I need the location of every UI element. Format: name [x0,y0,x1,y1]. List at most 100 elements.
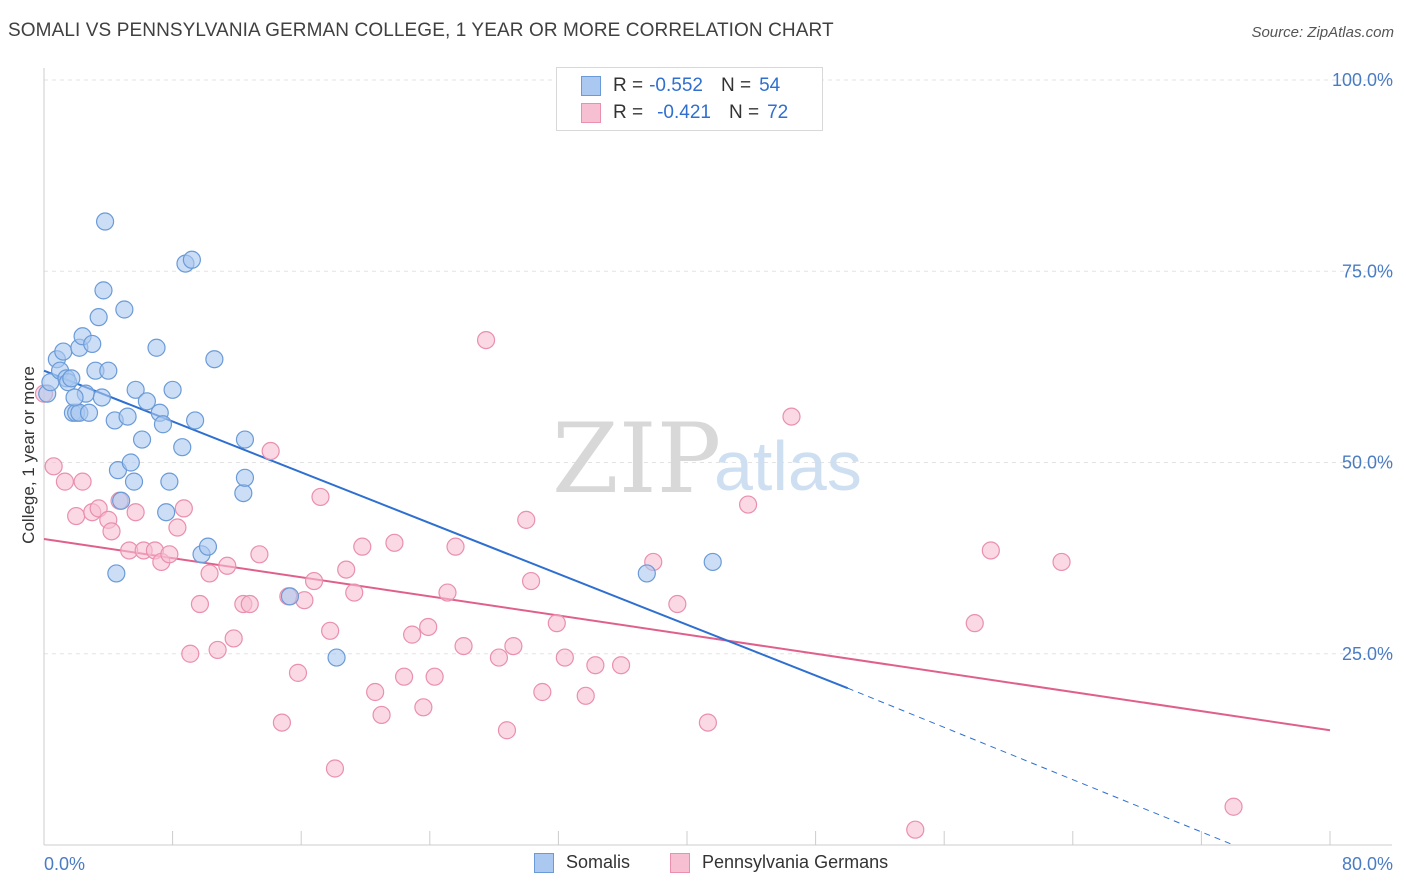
pa-swatch [581,103,601,123]
pa-german-point [181,644,200,663]
somali-point [54,342,73,361]
n-label: N = [728,102,760,123]
pa-german-point [160,545,179,564]
somali-point [703,552,722,572]
y-tick-label: 50.0% [1342,453,1393,473]
pa-german-point [311,487,330,507]
somali-point [173,438,192,457]
pa-german-point [586,656,605,675]
pa-german-point [965,614,984,633]
data-points [34,212,1243,839]
pa-german-point [44,457,63,476]
somali-point [79,403,99,422]
somali-point [234,484,253,503]
pa-german-point [403,625,422,644]
pa-german-point [446,537,465,556]
pa-german-point [168,518,187,537]
pa-german-point [353,537,372,556]
somali-point [327,648,346,667]
pa-german-point [73,472,92,491]
n-label: N = [720,75,752,96]
pa-german-point [394,667,414,686]
somali-point [235,430,255,449]
y-tick-label: 75.0% [1342,261,1393,281]
somali-point [107,564,126,583]
somali-trend-line [43,369,849,690]
pa-german-point [272,713,292,732]
somali-point [95,212,115,231]
pa-swatch [670,852,690,873]
pa-german-point [240,594,259,614]
pa-german-point [419,617,438,637]
source-label: Source: ZipAtlas.com [1251,24,1394,41]
pa-german-point [476,331,496,350]
pa-german-point [497,721,517,740]
r-label: R = [613,102,644,123]
pa-german-point [547,614,566,633]
r-value: -0.552 [649,75,703,96]
chart-title: SOMALI VS PENNSYLVANIA GERMAN COLLEGE, 1… [8,20,834,41]
somali-point [147,338,166,357]
somali-point [182,250,201,269]
pa-german-point [325,759,345,778]
somali-point [163,380,182,399]
pa-german-point [782,407,801,426]
somali-point [65,388,84,407]
somali-point [280,587,300,606]
pa-german-point [174,499,193,518]
somali-point [235,468,255,487]
series-legend: Somalis Pennsylvania Germans [0,852,1406,878]
pa-german-point [576,686,595,705]
somali-point [157,503,176,522]
pa-german-point [611,656,631,675]
somali-point [92,388,111,407]
pa-german-point [517,510,536,529]
pa-german-point [454,636,473,656]
watermark: ZIP atlas [552,403,862,515]
n-value: 72 [767,102,789,123]
somali-point [115,300,134,319]
somali-point [89,308,108,327]
pa-german-point [102,522,121,541]
pa-german-point [906,820,925,839]
pa-german-point [67,506,86,526]
trend-lines [43,369,1331,846]
somali-point [153,415,173,434]
y-tick-label: 25.0% [1342,644,1393,664]
pa-german-point [345,583,364,602]
pa-german-point [321,621,340,640]
somali-point [62,369,81,388]
somali-point [132,430,152,449]
pa-german-point [304,571,324,591]
pa-german-point [414,698,433,717]
watermark-zip: ZIP [552,403,721,515]
somali-point [198,537,218,556]
pa-german-point [385,533,404,552]
pa-german-point [288,663,308,682]
x-tick-label: 0.0% [44,854,85,874]
somali-point [118,407,137,426]
pa-german-point [218,556,237,575]
pa-german-point [438,583,457,602]
stats-legend: R = -0.552 N = 54 R = -0.421 N = 72 [556,67,823,131]
pa-german-point [372,705,391,725]
grid-lines [44,79,1392,655]
axes [43,68,1392,846]
somali-point [186,411,205,430]
legend-item-pa-germans: Pennsylvania Germans [670,852,888,873]
pa-german-point [224,629,243,648]
pa-german-trend-line [43,538,1331,732]
y-axis-label: College, 1 year or more [19,366,38,544]
pa-german-point [190,594,210,614]
pa-german-point [533,682,552,702]
pa-german-point [555,648,574,667]
watermark-atlas: atlas [714,427,862,505]
pa-german-point [504,636,523,656]
tick-labels: 25.0% 50.0% 75.0% 100.0% 0.0% 80.0% [44,70,1393,874]
pa-german-point [1052,552,1071,572]
somali-point [160,472,179,491]
pa-german-point [698,713,717,732]
somali-point [126,380,145,399]
somali-point [124,472,144,491]
